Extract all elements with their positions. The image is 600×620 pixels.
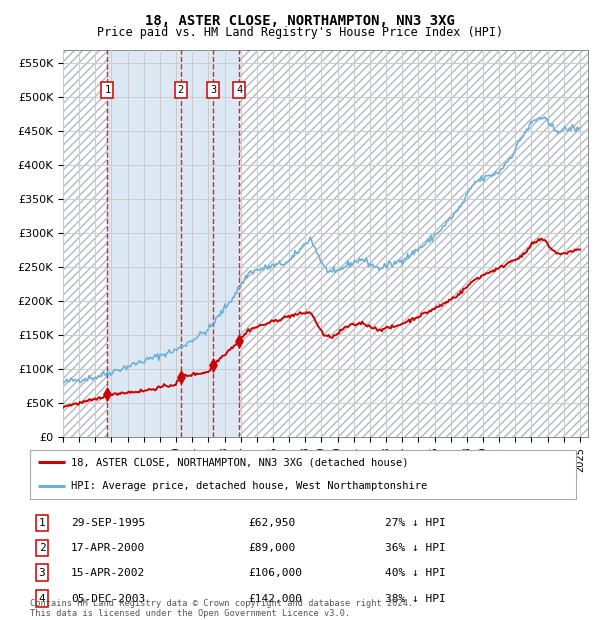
Text: 36% ↓ HPI: 36% ↓ HPI [385,542,446,552]
Text: 18, ASTER CLOSE, NORTHAMPTON, NN3 3XG (detached house): 18, ASTER CLOSE, NORTHAMPTON, NN3 3XG (d… [71,458,409,467]
Text: Price paid vs. HM Land Registry's House Price Index (HPI): Price paid vs. HM Land Registry's House … [97,26,503,39]
Text: 05-DEC-2003: 05-DEC-2003 [71,593,145,604]
Text: £142,000: £142,000 [248,593,302,604]
Text: £106,000: £106,000 [248,567,302,578]
Text: 27% ↓ HPI: 27% ↓ HPI [385,518,446,528]
Bar [239,50,588,437]
Text: 4: 4 [236,86,242,95]
Text: 2: 2 [38,542,46,552]
Text: 2: 2 [178,86,184,95]
Bar [63,50,107,437]
Text: 3: 3 [210,86,216,95]
Text: £89,000: £89,000 [248,542,296,552]
Text: 29-SEP-1995: 29-SEP-1995 [71,518,145,528]
Text: 4: 4 [38,593,46,604]
Text: 18, ASTER CLOSE, NORTHAMPTON, NN3 3XG: 18, ASTER CLOSE, NORTHAMPTON, NN3 3XG [145,14,455,28]
Text: 1: 1 [104,86,110,95]
Text: 3: 3 [38,567,46,578]
Bar [239,50,588,437]
Text: 15-APR-2002: 15-APR-2002 [71,567,145,578]
Bar [63,50,107,437]
Text: 1: 1 [38,518,46,528]
Bar [107,50,239,437]
Text: HPI: Average price, detached house, West Northamptonshire: HPI: Average price, detached house, West… [71,481,427,491]
Text: 17-APR-2000: 17-APR-2000 [71,542,145,552]
Text: 40% ↓ HPI: 40% ↓ HPI [385,567,446,578]
Text: £62,950: £62,950 [248,518,296,528]
Text: Contains HM Land Registry data © Crown copyright and database right 2024.
This d: Contains HM Land Registry data © Crown c… [30,599,413,618]
Text: 38% ↓ HPI: 38% ↓ HPI [385,593,446,604]
